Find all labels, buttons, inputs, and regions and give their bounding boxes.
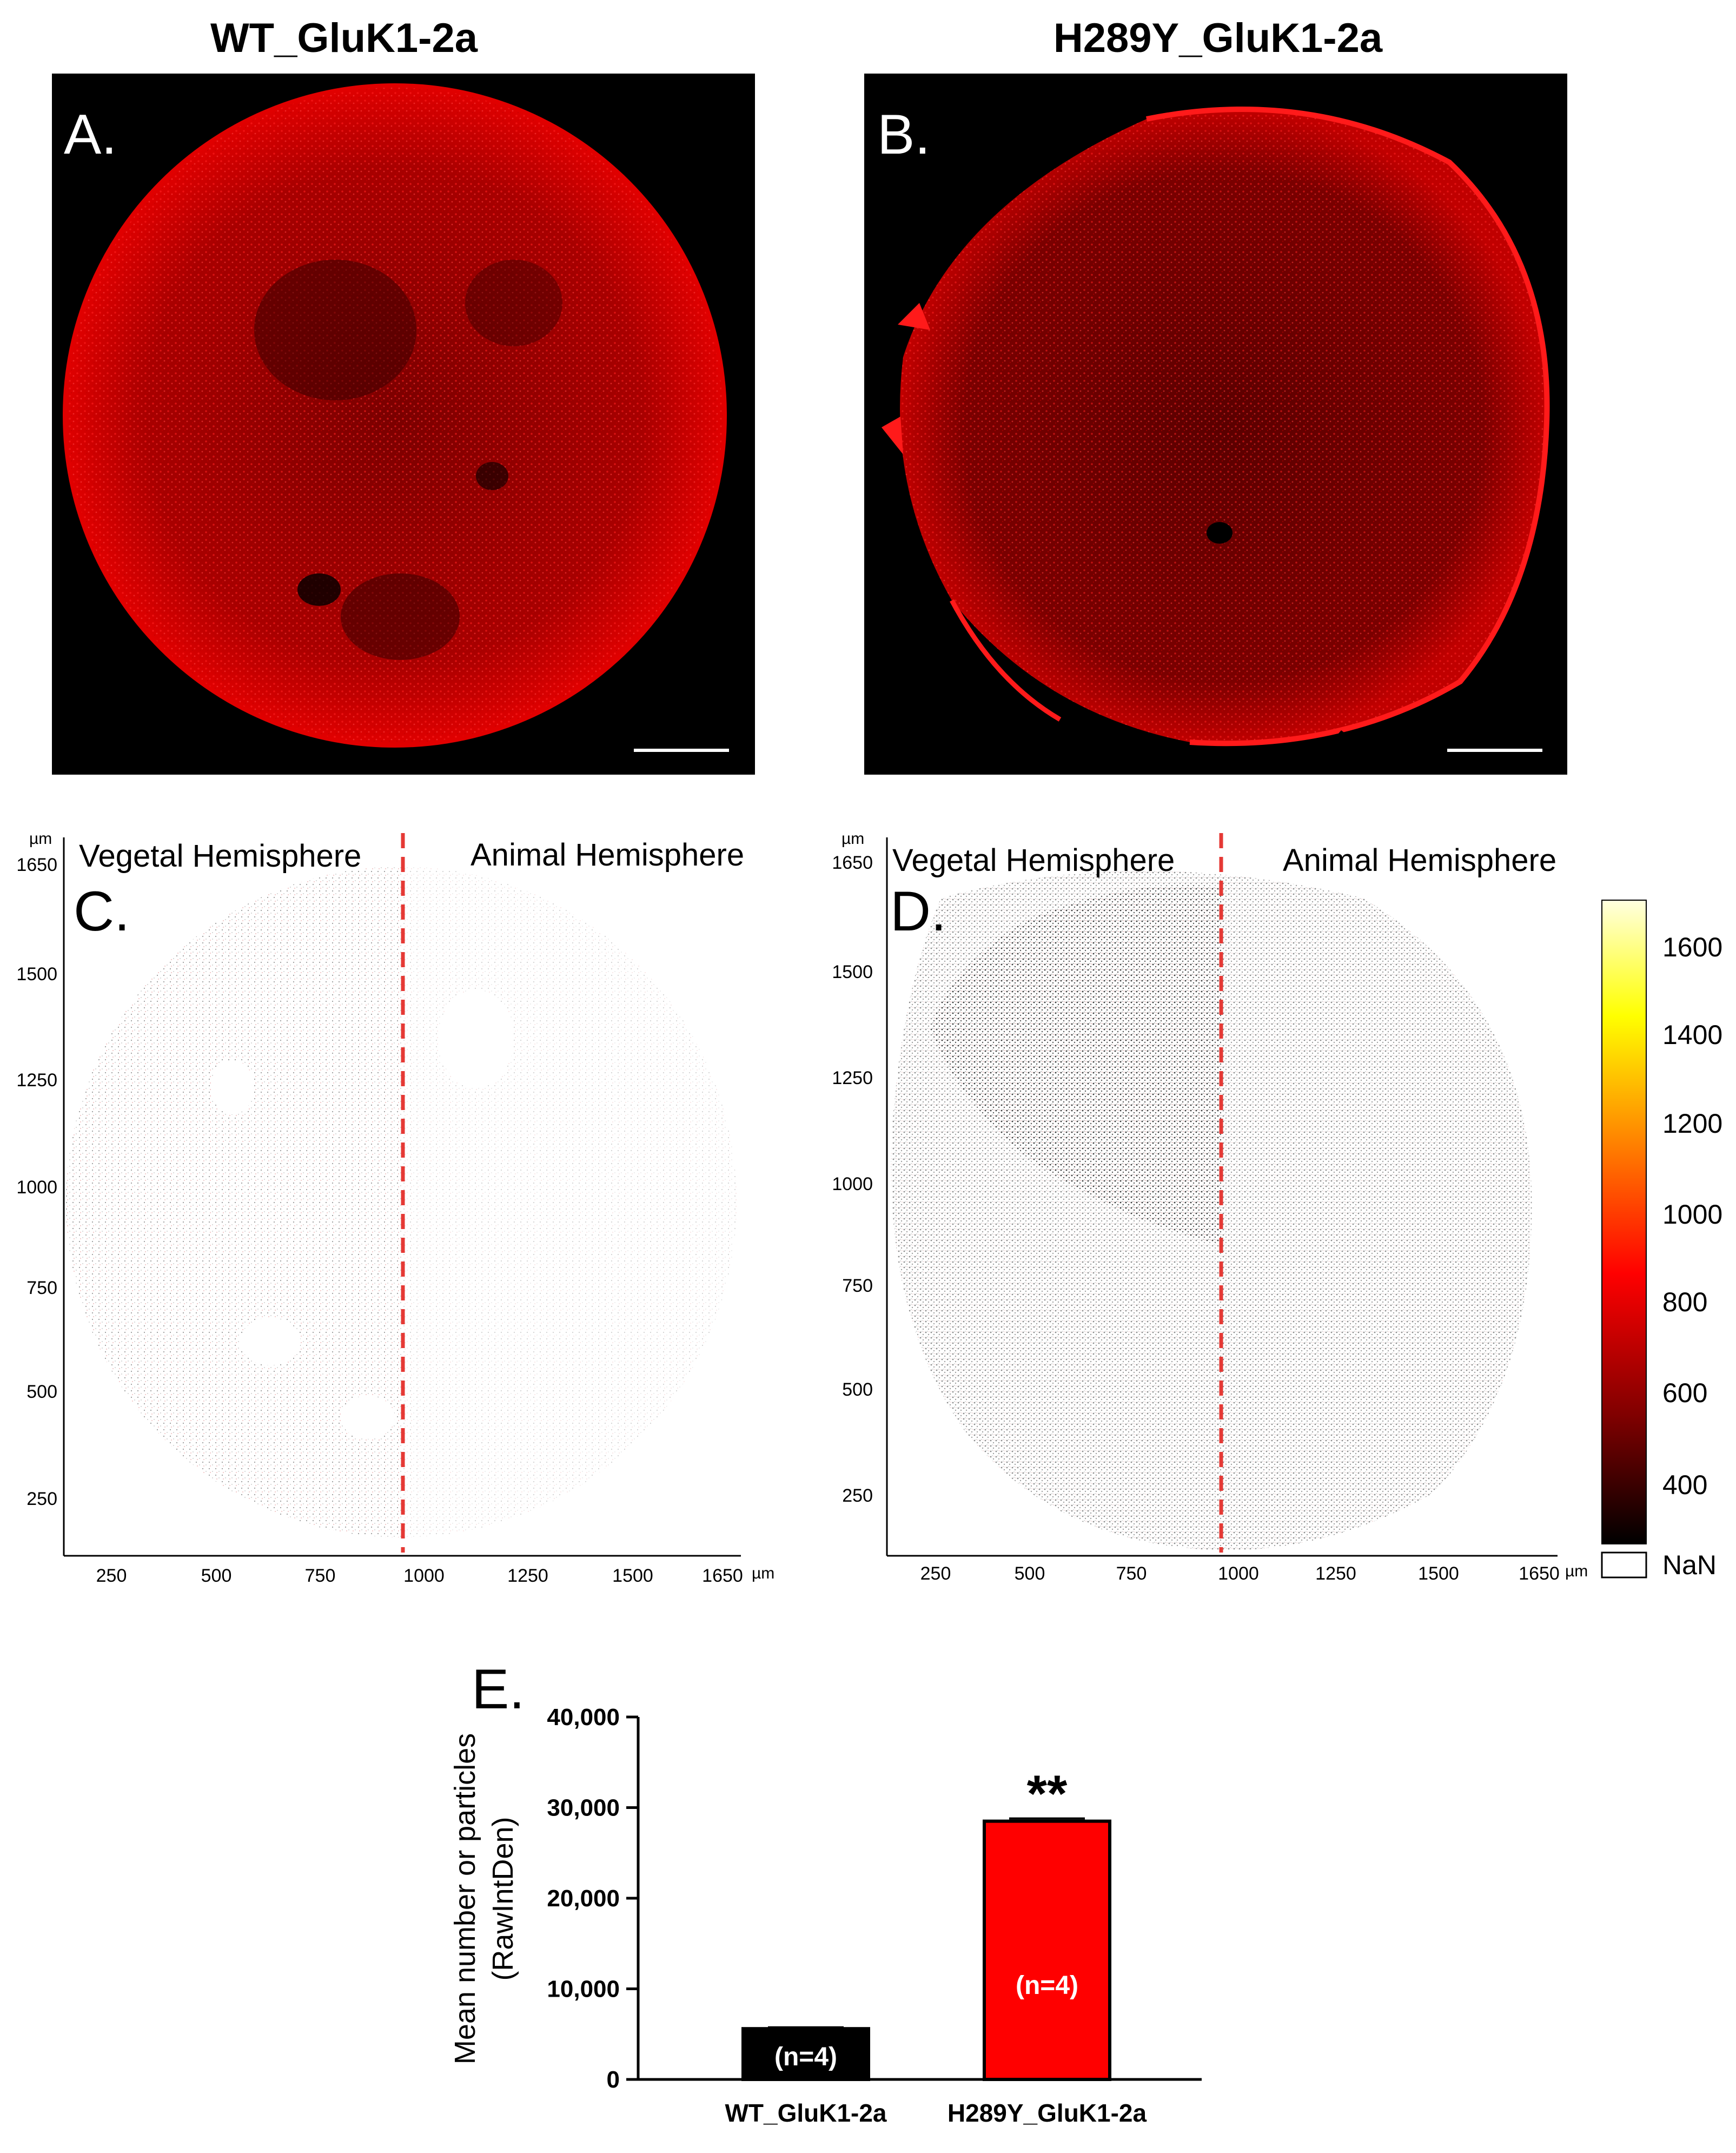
vegetal-label: Vegetal Hemisphere [79,838,361,874]
x-unit: µm [1565,1562,1588,1580]
significance-marker: ** [1027,1765,1068,1823]
y-tick: 250 [26,1489,57,1509]
colorbar-tick: 1600 [1662,932,1722,962]
scale-bar [634,749,729,752]
y-tick: 1500 [16,964,57,985]
column-title-wt: WT_GluK1-2a [210,15,478,61]
y-unit: µm [842,830,864,848]
y-tick-label: 30,000 [547,1795,620,1821]
bar-n-label: (n=4) [774,2043,837,2071]
animal-label: Animal Hemisphere [1283,843,1556,878]
colorbar-tick: 1200 [1662,1108,1722,1139]
nan-swatch [1601,1551,1647,1579]
bar-h289y [983,1819,1111,2081]
panel-letter-e: E. [472,1658,525,1721]
x-tick: 250 [920,1563,951,1584]
x-tick: 1500 [612,1566,653,1586]
category-label: WT_GluK1-2a [725,2099,886,2127]
panel-letter-b: B. [877,103,930,166]
x-unit: µm [752,1564,774,1582]
y-tick: 1500 [832,962,873,982]
panel-d-heatmap [886,833,1558,1557]
y-tick: 1650 [16,855,57,875]
panel-letter-a: A. [64,103,117,166]
scale-bar [1447,749,1542,752]
y-tick: 1250 [16,1070,57,1091]
vegetal-label: Vegetal Hemisphere [892,843,1175,878]
y-axis-label-line-2: (RawIntDen) [487,1817,519,1980]
colorbar [1601,900,1647,1579]
y-unit: µm [29,830,52,848]
x-tick: 500 [201,1566,232,1586]
x-tick: 750 [305,1566,336,1586]
nan-label: NaN [1662,1550,1717,1580]
panel-b-micrograph [864,74,1567,775]
y-tick-label: 0 [607,2066,620,2093]
y-tick: 500 [26,1382,57,1402]
y-tick: 1000 [16,1177,57,1198]
y-tick: 750 [26,1278,57,1298]
panel-letter-c: C. [74,880,130,943]
bar-chart: 0 10,000 20,000 30,000 40,000 (n=4) WT_GluK1-… [547,1704,1202,2127]
y-tick: 1250 [832,1068,873,1088]
colorbar-tick: 1400 [1662,1020,1722,1050]
colorbar-tick: 600 [1662,1378,1707,1408]
x-tick: 1000 [1218,1563,1259,1584]
colorbar-tick: 1000 [1662,1199,1722,1230]
colorbar-tick: 800 [1662,1287,1707,1317]
x-tick: 750 [1116,1563,1147,1584]
animal-label: Animal Hemisphere [471,837,744,873]
x-tick: 1250 [1315,1563,1356,1584]
y-axis-label-line-1: Mean number or particles [449,1733,481,2064]
panel-letter-d: D. [890,880,946,943]
x-tick: 1650 [702,1566,743,1586]
y-tick: 500 [842,1379,873,1400]
y-tick: 1650 [832,853,873,873]
category-label: H289Y_GluK1-2a [947,2099,1147,2127]
colorbar-tick: 400 [1662,1470,1707,1500]
y-tick-label: 20,000 [547,1885,620,1912]
bar-wt [741,2027,870,2081]
x-tick: 1250 [507,1566,548,1586]
x-tick: 1650 [1519,1563,1560,1584]
panel-c-heatmap [63,833,741,1557]
column-title-h289y: H289Y_GluK1-2a [1053,15,1383,61]
x-tick: 500 [1015,1563,1045,1584]
x-tick: 1500 [1418,1563,1459,1584]
x-tick: 250 [96,1566,127,1586]
bar-n-label: (n=4) [1016,1971,1078,2000]
y-tick-label: 40,000 [547,1704,620,1731]
y-tick: 750 [842,1276,873,1296]
y-tick-label: 10,000 [547,1976,620,2003]
panel-a-micrograph [52,74,755,775]
y-tick: 1000 [832,1174,873,1194]
x-tick: 1000 [403,1566,445,1586]
y-tick: 250 [842,1485,873,1506]
